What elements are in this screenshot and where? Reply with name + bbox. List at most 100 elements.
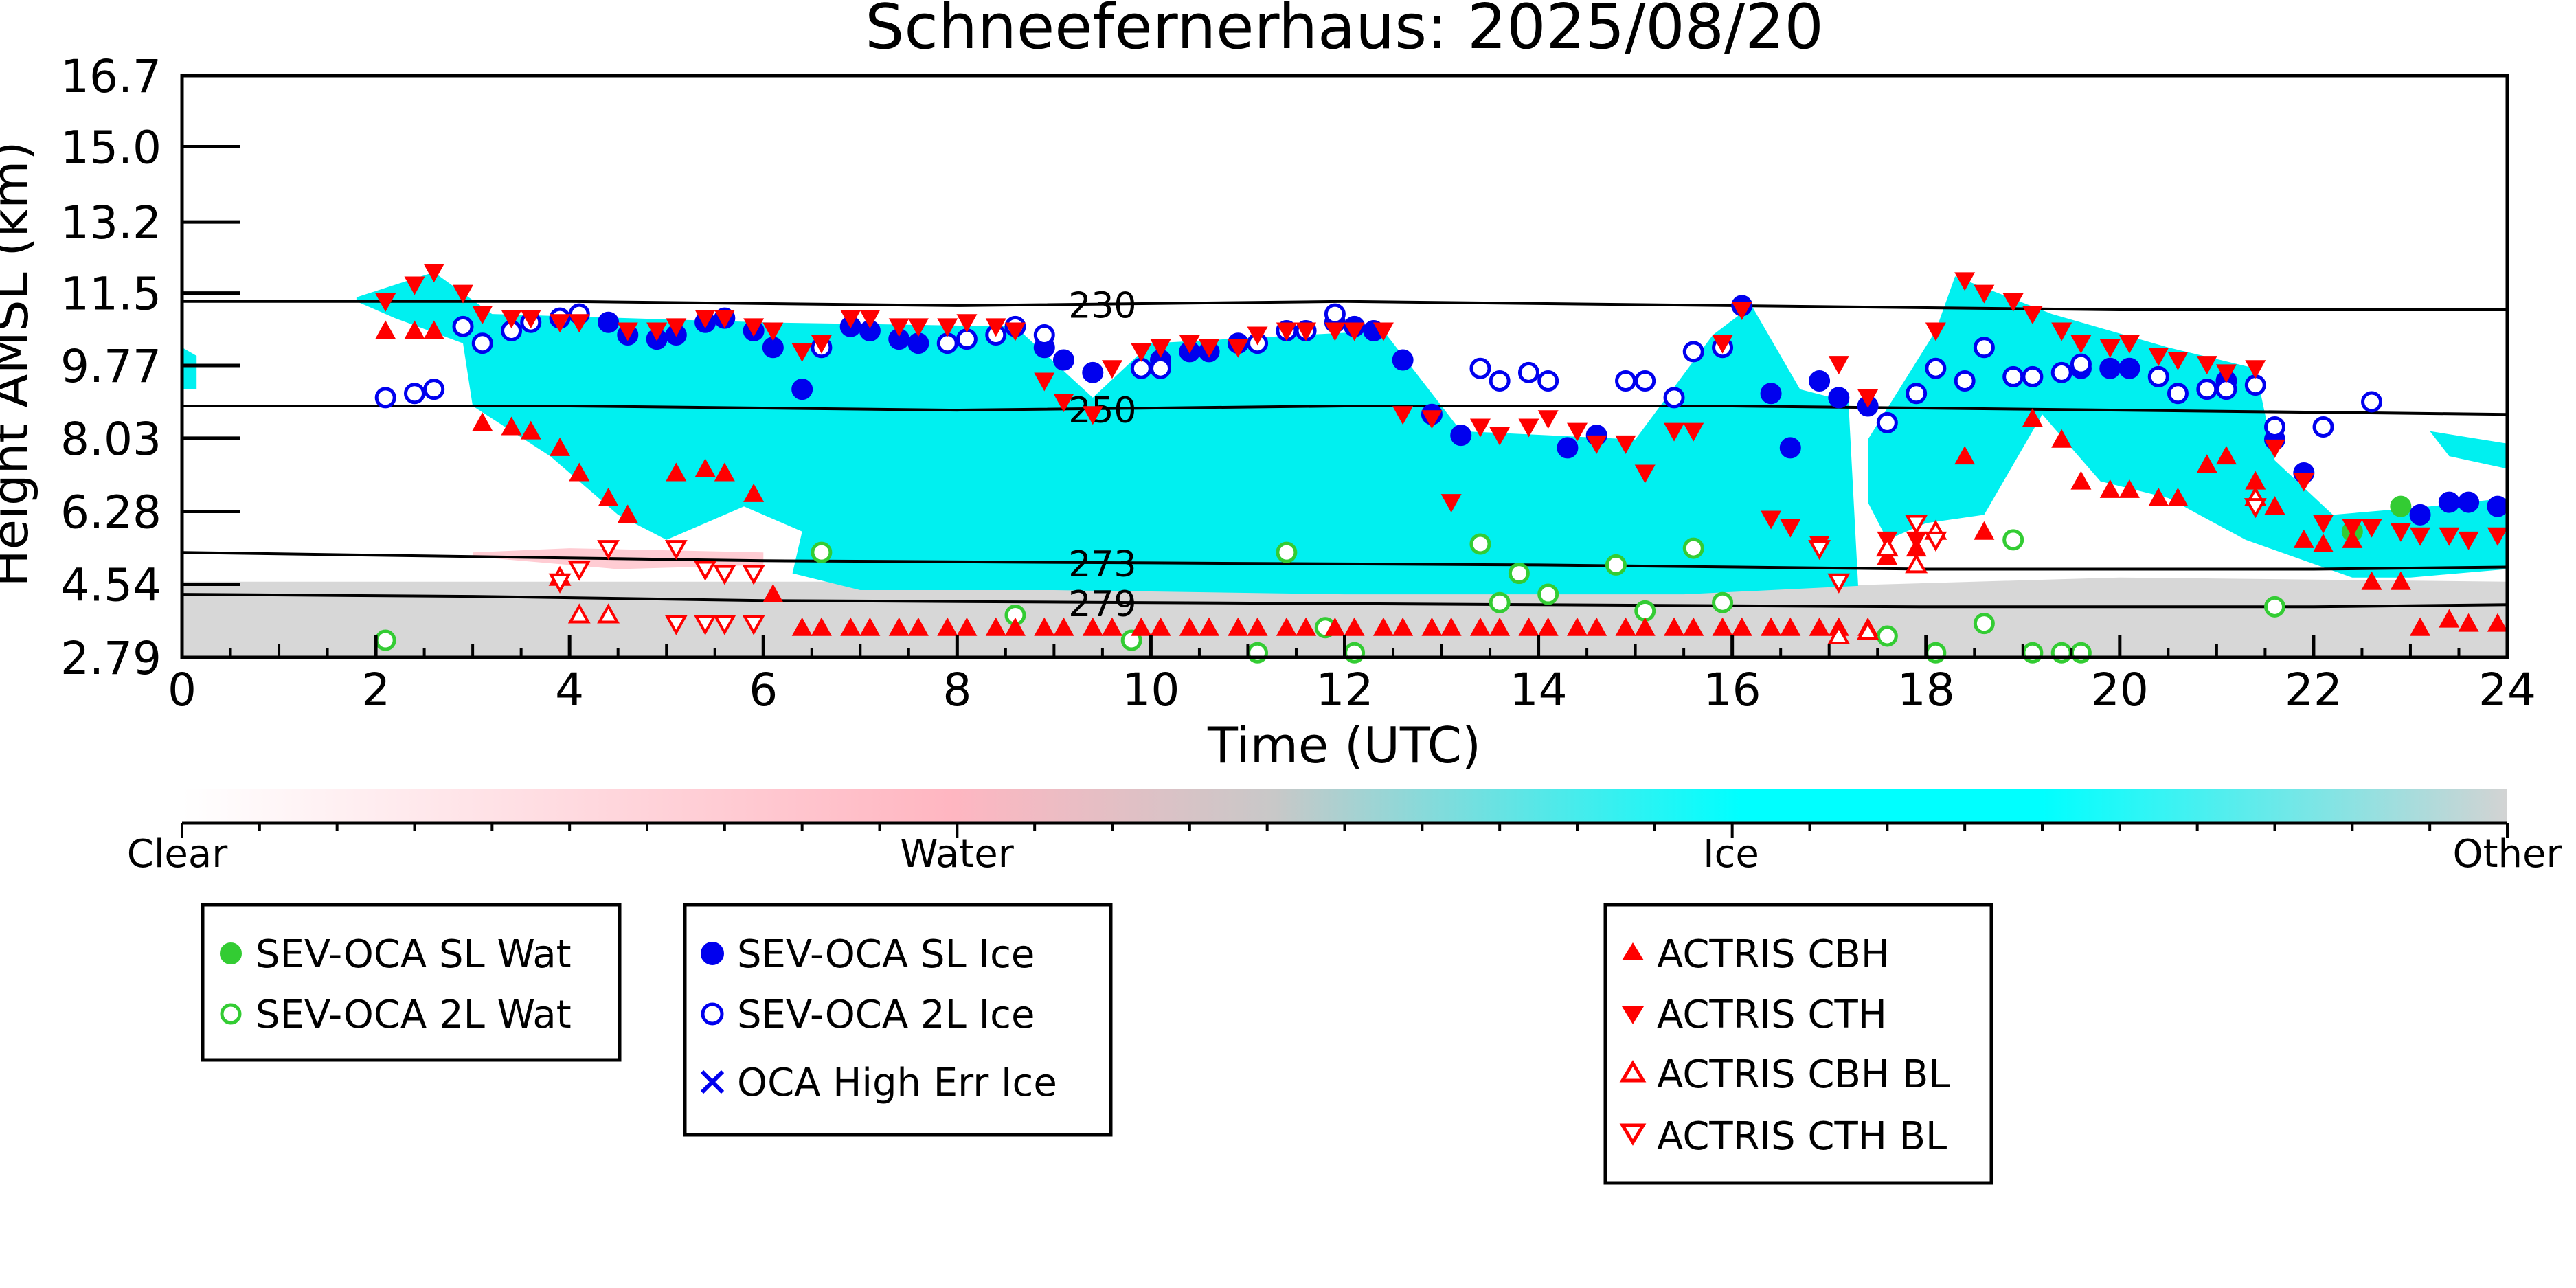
point-actris-cbh: [2361, 571, 2382, 590]
point-actris-cbh: [472, 412, 493, 431]
point-sev-oca-2l-ice: [2050, 361, 2072, 383]
point-sev-oca-2l-ice: [1876, 411, 1898, 433]
ice-region: [1868, 276, 2507, 578]
point-actris-cbh: [1082, 617, 1103, 636]
point-sev-oca-2l-ice: [2264, 416, 2285, 438]
point-actris-cbh: [1247, 617, 1268, 636]
point-actris-cbh: [1780, 617, 1801, 636]
legend-entry: SEV-OCA 2L Wat: [220, 993, 572, 1037]
point-sev-oca-2l-wat: [2264, 596, 2285, 618]
point-actris-cth: [791, 343, 813, 362]
legend-label: ACTRIS CBH BL: [1657, 1052, 1950, 1097]
point-actris-cbh: [550, 437, 571, 456]
point-actris-cth: [1828, 356, 1849, 375]
point-sev-oca-2l-ice: [1469, 357, 1491, 379]
point-actris-cbh: [1324, 617, 1346, 636]
point-actris-cth: [2099, 339, 2121, 358]
point-actris-cbh: [1761, 617, 1782, 636]
colorbar-label-ice: Ice: [1703, 832, 1759, 877]
point-sev-oca-sl-ice: [2409, 504, 2431, 526]
point-actris-cth: [2215, 364, 2237, 383]
point-actris-cbh: [1392, 617, 1414, 636]
point-sev-oca-2l-wat: [2002, 529, 2024, 551]
point-actris-cth: [2148, 347, 2169, 366]
point-sev-oca-2l-ice: [423, 379, 445, 400]
point-actris-cth: [666, 318, 687, 337]
point-actris-cth: [2119, 335, 2140, 354]
point-sev-oca-2l-ice: [2215, 379, 2237, 400]
x-tick-label: 12: [1316, 664, 1374, 716]
legend-marker-open-triangle-up: [1619, 1060, 1647, 1083]
point-actris-cth: [694, 310, 716, 329]
contour-line-279: [181, 593, 2508, 609]
point-sev-oca-2l-ice: [1324, 303, 1346, 325]
point-actris-cbh: [2410, 617, 2431, 636]
point-actris-cbh: [1296, 617, 1317, 636]
point-actris-cbh: [2342, 529, 2363, 548]
point-actris-cth: [1004, 322, 1026, 341]
point-sev-oca-2l-wat: [1712, 591, 1734, 613]
point-actris-cbh: [1228, 617, 1249, 636]
point-sev-oca-sl-ice: [2119, 357, 2140, 379]
point-actris-cbh: [859, 617, 881, 636]
point-actris-cbh: [937, 617, 958, 636]
y-tick-label: 2.79: [60, 632, 161, 685]
point-actris-cth: [840, 310, 861, 329]
point-actris-cth: [2245, 360, 2266, 379]
point-actris-cbh: [1469, 617, 1491, 636]
point-sev-oca-sl-ice: [1450, 425, 1472, 447]
point-actris-cbh: [1683, 617, 1704, 636]
point-actris-cbh: [1034, 617, 1055, 636]
x-tick-label: 14: [1510, 664, 1568, 716]
point-sev-oca-2l-ice: [2147, 365, 2169, 387]
x-tick-label: 6: [749, 664, 778, 716]
point-actris-cbh: [2070, 471, 2092, 490]
point-sev-oca-2l-ice: [956, 328, 978, 350]
point-actris-cbh: [2148, 488, 2169, 507]
legend-entry: SEV-OCA SL Wat: [220, 932, 572, 977]
point-actris-cth: [1664, 422, 1685, 442]
y-axis-label: Height AMSL (km): [0, 142, 39, 587]
point-actris-cbh: [1102, 617, 1122, 636]
legend-label: SEV-OCA 2L Wat: [256, 993, 572, 1037]
point-actris-cth: [2487, 527, 2508, 546]
point-actris-cbh: [714, 462, 735, 482]
point-actris-cbh: [694, 458, 716, 477]
point-actris-cbh: [1615, 617, 1636, 636]
point-actris-cth: [1518, 418, 1539, 438]
point-sev-oca-2l-wat: [1489, 591, 1511, 613]
point-actris-cth: [1102, 360, 1122, 379]
point-actris-cbh: [1150, 617, 1171, 636]
point-actris-cth: [956, 314, 978, 333]
contour-line-250: [182, 405, 2508, 416]
point-actris-cbh: [2458, 613, 2479, 632]
point-actris-cth: [811, 335, 832, 354]
point-sev-oca-sl-ice: [1809, 370, 1831, 392]
point-actris-cth-bl: [664, 615, 688, 635]
x-tick-label: 22: [2285, 664, 2342, 716]
legend-marker-open-circle: [220, 1003, 242, 1025]
point-actris-cth: [2022, 306, 2043, 325]
point-actris-cbh: [1634, 617, 1656, 636]
point-actris-cth-bl: [2244, 498, 2267, 519]
point-actris-cbh: [1664, 617, 1685, 636]
y-tick-label: 15.0: [60, 122, 161, 174]
point-actris-cbh: [569, 462, 590, 482]
legend-label: ACTRIS CTH: [1657, 993, 1887, 1037]
legend-box: [201, 903, 622, 1062]
point-actris-cth-bl: [597, 540, 620, 561]
point-actris-cbh: [520, 420, 541, 440]
point-sev-oca-2l-ice: [2022, 365, 2044, 387]
point-actris-cth: [937, 318, 958, 337]
point-sev-oca-2l-ice: [1634, 370, 1656, 392]
legend-box: [1603, 903, 1993, 1185]
point-actris-cbh: [811, 617, 832, 636]
point-sev-oca-2l-ice: [1615, 370, 1637, 392]
legend-marker-open-circle: [701, 1002, 724, 1026]
point-actris-cbh: [2215, 446, 2237, 465]
legend-label: SEV-OCA SL Wat: [256, 932, 572, 977]
point-actris-cbh: [2313, 533, 2334, 552]
legend-water: SEV-OCA SL Wat SEV-OCA 2L Wat: [201, 903, 622, 1062]
point-actris-cbh: [1731, 617, 1752, 636]
